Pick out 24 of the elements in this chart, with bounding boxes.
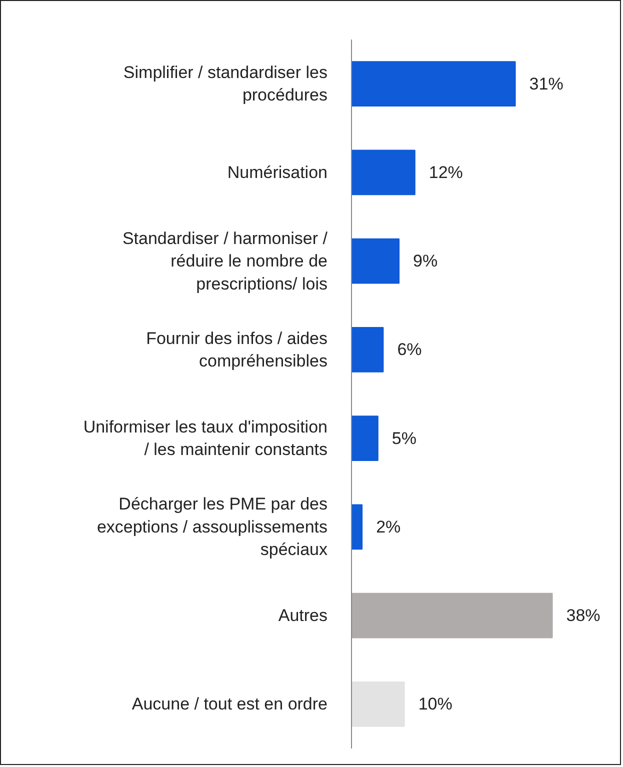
- y-tick-label: Numérisation: [227, 162, 328, 182]
- data-label: 12%: [428, 162, 463, 182]
- y-tick-label: Décharger les PME par des exceptions / assouplissements spéciaux: [96, 494, 328, 560]
- y-tick-label: Uniformiser les taux d'imposition / les maintenir constants: [83, 417, 328, 460]
- y-tick-label: Fournir des infos / aides compréhensibles: [146, 328, 328, 371]
- data-label: 10%: [418, 694, 452, 714]
- bar: [352, 416, 378, 461]
- data-label: 38%: [566, 606, 600, 626]
- data-label: 9%: [413, 252, 438, 271]
- bar: [352, 150, 416, 196]
- data-label: 5%: [392, 428, 416, 448]
- y-tick-label: Simplifier / standardiser les procédures: [123, 62, 328, 105]
- bar: [352, 592, 553, 638]
- bar: [352, 682, 405, 727]
- data-label: 6%: [397, 340, 422, 360]
- bar: [352, 238, 400, 284]
- bar: [352, 504, 363, 550]
- y-tick-label: Aucune / tout est en ordre: [132, 694, 328, 714]
- bar: [352, 327, 384, 372]
- y-tick-label: Autres: [278, 606, 328, 626]
- data-label: 2%: [376, 517, 401, 536]
- data-label: 31%: [529, 74, 564, 94]
- bar: [352, 61, 516, 106]
- y-tick-label: Standardiser / harmoniser / réduire le nombre de prescriptions/ lois: [122, 228, 328, 294]
